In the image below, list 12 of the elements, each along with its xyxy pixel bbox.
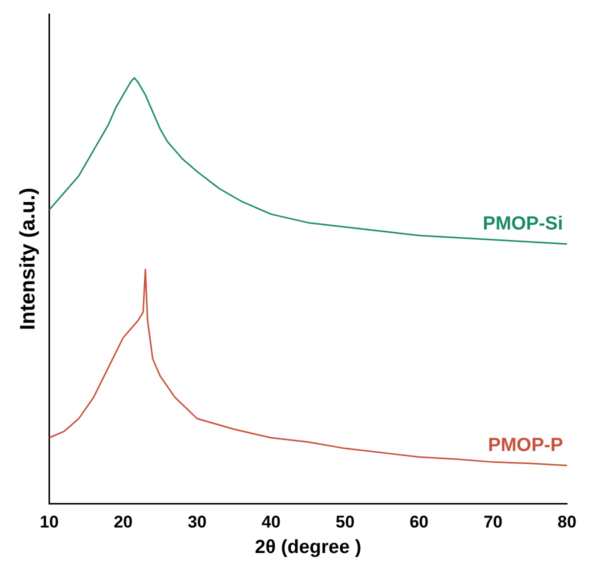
x-tick-label: 10 <box>40 512 59 532</box>
series-label: PMOP-P <box>488 435 564 456</box>
x-tick-label: 60 <box>410 512 429 532</box>
x-tick-label: 40 <box>262 512 281 532</box>
x-tick-label: 80 <box>558 512 576 532</box>
y-axis-title: Intensity (a.u.) <box>16 188 40 330</box>
x-tick-label: 50 <box>336 512 355 532</box>
x-tick-label: 30 <box>188 512 207 532</box>
x-tick-label: 20 <box>114 512 133 532</box>
x-axis-title: 2θ (degree ) <box>254 536 362 558</box>
x-tick-label: 70 <box>484 512 502 532</box>
series-label: PMOP-Si <box>482 214 563 235</box>
